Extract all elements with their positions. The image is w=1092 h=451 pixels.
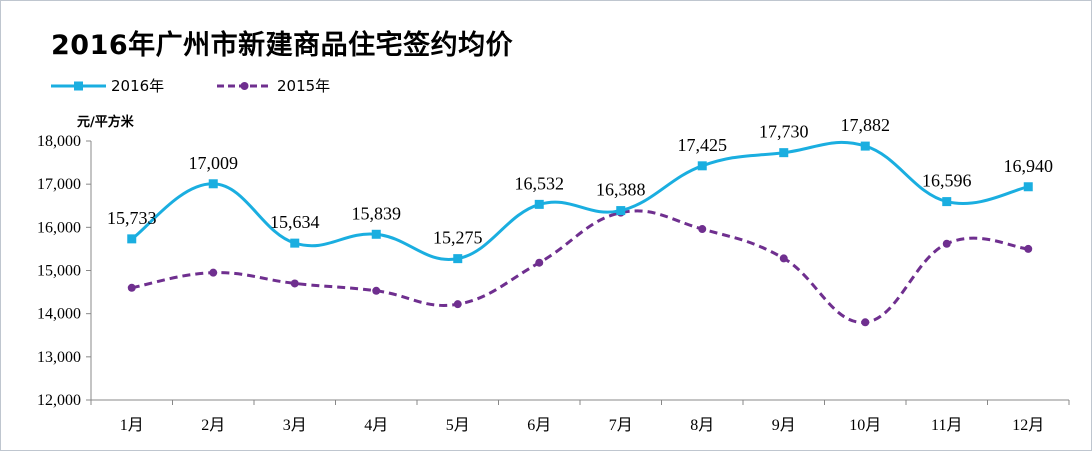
data-point-marker [942,197,952,207]
data-label: 16,388 [596,180,646,200]
data-point-marker [1023,182,1033,192]
data-label: 15,839 [352,203,402,223]
data-label: 16,940 [1004,156,1054,176]
data-point-marker [534,199,544,209]
legend-label: 2016年 [111,77,164,95]
data-point-marker [860,141,870,151]
legend-label: 2015年 [277,77,330,95]
data-label: 17,730 [759,122,809,142]
data-point-marker [290,238,300,248]
x-tick-label: 6月 [527,417,551,434]
series-2015年 [127,208,1033,327]
data-point-marker [127,283,136,292]
axes: 12,000 13,000 14,000 15,000 16,000 17,000 18,0… [37,133,1070,434]
y-tick-label: 18,000 [37,133,81,150]
data-point-marker [698,225,707,234]
y-tick-label: 14,000 [37,306,81,323]
x-tick-label: 12月 [1012,417,1044,434]
data-point-marker [209,268,218,277]
y-axis-unit-label: 元/平方米 [77,114,135,130]
data-label: 15,733 [107,208,157,228]
series-2016年 [127,140,1033,264]
x-tick-label: 7月 [609,417,633,434]
data-point-marker [372,286,381,295]
data-point-marker [127,234,137,244]
y-tick-label: 13,000 [37,349,81,366]
y-tick-label: 15,000 [37,263,81,280]
chart-title: 2016年广州市新建商品住宅签约均价 [51,30,514,61]
data-point-marker [861,318,870,327]
data-labels: 15,733 17,009 15,634 15,839 15,275 16,532 16,3… [107,115,1053,248]
x-tick-label: 4月 [364,417,388,434]
x-tick-label: 11月 [931,417,962,434]
y-tick-label: 12,000 [37,392,81,409]
x-tick-label: 2月 [201,417,225,434]
data-label: 16,596 [922,171,972,191]
data-point-marker [616,206,626,216]
x-tick-label: 3月 [283,417,307,434]
data-point-marker [208,179,218,189]
legend: 2016年 2015年 [51,77,330,95]
legend-item: 2015年 [217,77,330,95]
x-tick-label: 10月 [849,417,881,434]
data-point-marker [535,258,544,267]
data-point-marker [942,239,951,248]
legend-marker [240,82,249,90]
data-label: 17,009 [189,153,239,173]
legend-item: 2016年 [51,77,164,95]
data-point-marker [371,229,381,239]
series-line [130,140,1029,261]
data-point-marker [697,161,707,171]
y-tick-label: 17,000 [37,176,81,193]
data-label: 15,275 [433,228,483,248]
data-label: 15,634 [270,212,320,232]
data-point-marker [779,254,788,263]
data-point-marker [453,300,462,309]
series-group [127,140,1033,327]
y-tick-label: 16,000 [37,219,81,236]
data-point-marker [453,254,463,264]
data-point-marker [1024,244,1033,253]
data-point-marker [779,148,789,158]
series-line [131,209,1029,324]
data-point-marker [290,279,299,288]
x-tick-label: 8月 [690,417,714,434]
data-label: 16,532 [515,173,565,193]
legend-marker [74,81,83,91]
x-tick-label: 9月 [772,417,796,434]
x-tick-label: 1月 [120,417,144,434]
data-label: 17,882 [841,115,891,135]
x-tick-label: 5月 [446,417,470,434]
data-label: 17,425 [678,135,728,155]
